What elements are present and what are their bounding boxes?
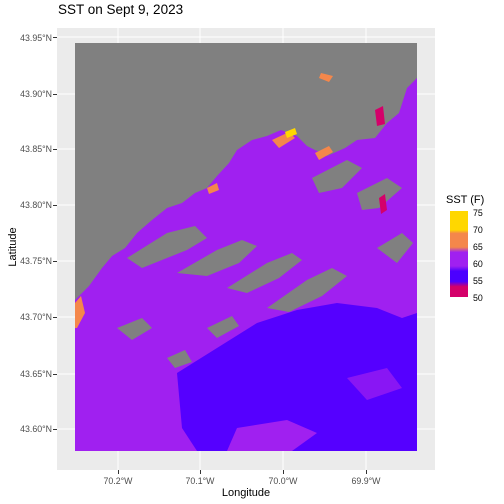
chart-title: SST on Sept 9, 2023 xyxy=(58,2,184,17)
y-tick-mark xyxy=(53,374,57,375)
legend-colorbar xyxy=(450,211,468,297)
y-tick-mark xyxy=(53,429,57,430)
hot-water xyxy=(319,73,333,82)
island xyxy=(357,178,402,210)
y-tick-mark xyxy=(53,94,57,95)
cool-water xyxy=(177,303,417,451)
y-tick-mark xyxy=(53,317,57,318)
island xyxy=(377,233,413,263)
legend-label: 70 xyxy=(473,225,483,235)
y-tick-label: 43.80°N xyxy=(20,200,52,210)
legend-label: 50 xyxy=(473,293,483,303)
legend-label: 55 xyxy=(473,276,483,286)
y-tick-mark xyxy=(53,37,57,38)
y-tick-mark xyxy=(53,149,57,150)
peninsula xyxy=(267,268,347,312)
sst-map xyxy=(57,28,435,470)
y-tick-label: 43.75°N xyxy=(20,256,52,266)
x-tick-label: 70.1°W xyxy=(185,476,215,486)
x-tick-mark xyxy=(283,470,284,474)
coldest-water xyxy=(375,106,385,126)
peninsula xyxy=(177,240,257,276)
x-tick-mark xyxy=(366,470,367,474)
y-tick-label: 43.85°N xyxy=(20,144,52,154)
y-tick-label: 43.60°N xyxy=(20,424,52,434)
y-tick-mark xyxy=(53,205,57,206)
hot-water xyxy=(315,146,333,160)
coldest-water xyxy=(379,194,387,214)
sst-raster xyxy=(75,43,417,451)
mainland xyxy=(75,43,417,300)
x-tick-label: 70.0°W xyxy=(268,476,298,486)
plot-panel xyxy=(57,28,435,470)
legend-label: 60 xyxy=(473,259,483,269)
legend-label: 65 xyxy=(473,242,483,252)
legend-label: 75 xyxy=(473,208,483,218)
x-tick-mark xyxy=(118,470,119,474)
legend-title: SST (F) xyxy=(446,194,485,206)
y-tick-label: 43.90°N xyxy=(20,89,52,99)
island xyxy=(117,318,152,340)
legend: SST (F) 75 70 65 60 55 50 xyxy=(446,194,485,303)
x-tick-label: 69.9°W xyxy=(351,476,381,486)
y-tick-label: 43.95°N xyxy=(20,33,52,43)
island xyxy=(207,316,239,338)
y-tick-label: 43.65°N xyxy=(20,369,52,379)
y-tick-label: 43.70°N xyxy=(20,312,52,322)
x-tick-label: 70.2°W xyxy=(103,476,133,486)
x-tick-mark xyxy=(200,470,201,474)
x-axis-label: Longitude xyxy=(221,487,271,499)
island xyxy=(312,160,362,193)
island xyxy=(167,350,192,368)
y-tick-mark xyxy=(53,261,57,262)
warm-water xyxy=(347,368,402,400)
peninsula xyxy=(127,226,207,268)
hot-water xyxy=(207,183,219,194)
y-axis-label: Latitude xyxy=(7,227,19,267)
hottest-water xyxy=(285,128,297,138)
warm-water xyxy=(227,420,317,451)
hot-water xyxy=(75,296,85,328)
peninsula xyxy=(227,253,302,293)
